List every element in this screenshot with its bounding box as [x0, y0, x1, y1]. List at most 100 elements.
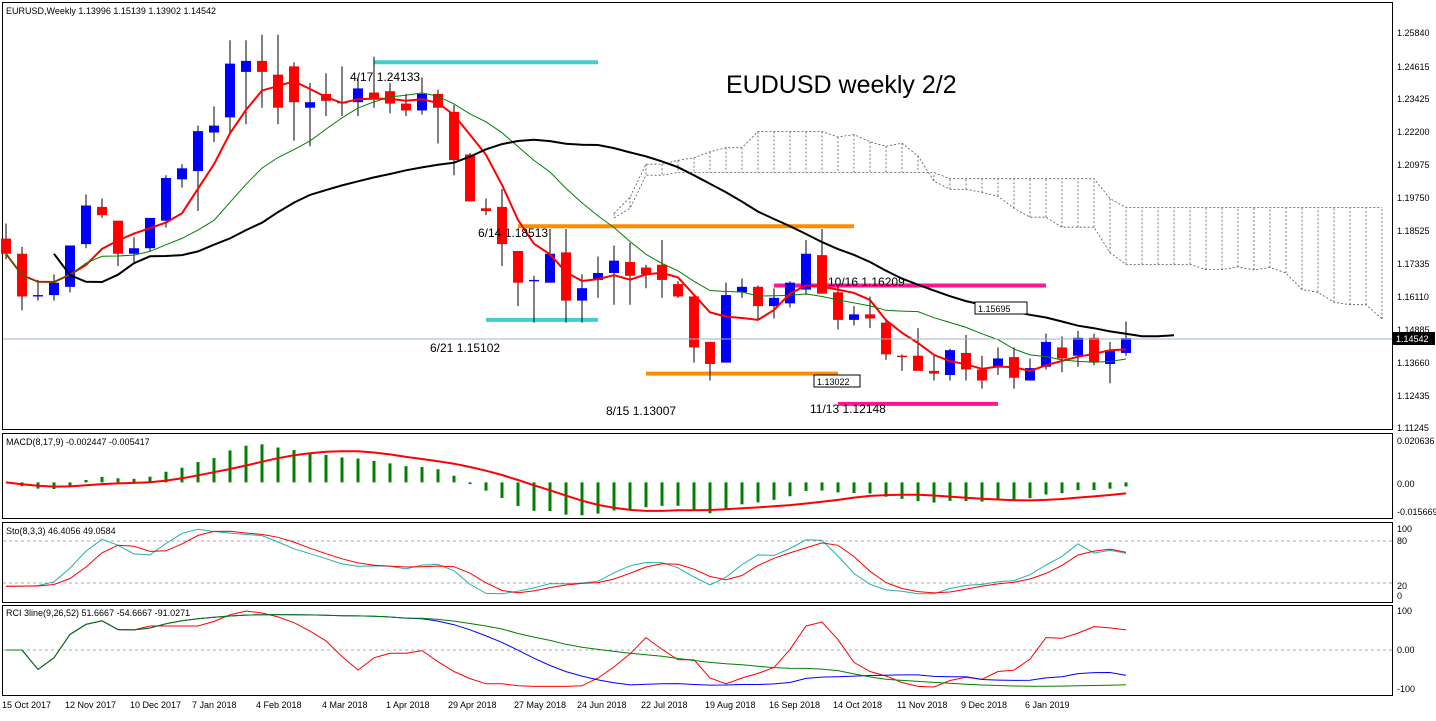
sto-main-line [5, 528, 1127, 595]
time-tick: 4 Feb 2018 [256, 700, 302, 710]
candle-body [81, 205, 91, 245]
candle-body [625, 262, 635, 276]
annotation-4-17: 4/17 1.24133 [350, 70, 420, 84]
stochastic-tick: 80 [1397, 536, 1407, 546]
price-tick: 1.13660 [1397, 358, 1430, 368]
price-box-1-label: 1.15695 [978, 304, 1011, 314]
candle-body [177, 168, 187, 180]
price-tick: 1.23425 [1397, 94, 1430, 104]
current-price-value: 1.14542 [1396, 334, 1429, 344]
candle-body [545, 253, 555, 283]
candle-body [1057, 347, 1067, 359]
time-tick: 16 Sep 2018 [769, 700, 820, 710]
candle-body [129, 248, 139, 254]
candle-body [241, 60, 251, 72]
macd-signal-line [5, 450, 1127, 512]
time-tick: 12 Nov 2017 [65, 700, 116, 710]
price-tick: 1.22200 [1397, 127, 1430, 137]
main-pane-frame [2, 2, 1393, 430]
price-tick: 1.17335 [1397, 259, 1430, 269]
symbol-info: EURUSD,Weekly 1.13996 1.15139 1.13902 1.… [6, 6, 216, 16]
current-price-tag [1393, 332, 1435, 345]
time-tick: 24 Jun 2018 [577, 700, 627, 710]
candle-body [593, 273, 603, 280]
annotation-8-15: 8/15 1.13007 [606, 404, 676, 418]
candle-body [897, 355, 907, 358]
candle-body [465, 154, 475, 202]
candle-body [65, 245, 75, 287]
candle-body [865, 314, 875, 319]
time-tick: 6 Jan 2019 [1025, 700, 1070, 710]
stochastic-tick: 100 [1397, 524, 1412, 534]
rci-pane-frame [2, 605, 1393, 696]
price-tick: 1.25840 [1397, 28, 1430, 38]
price-box-2 [813, 374, 861, 388]
candle-body [209, 125, 219, 133]
price-tick: 1.19750 [1397, 193, 1430, 203]
price-tick: 1.18525 [1397, 226, 1430, 236]
chart-title: EUDUSD weekly 2/2 [726, 71, 957, 99]
rci-short-line [6, 610, 1127, 688]
time-tick: 9 Dec 2018 [961, 700, 1007, 710]
price-tick: 1.24615 [1397, 62, 1430, 72]
candle-body [369, 92, 379, 100]
stochastic-label: Sto(8,3,3) 46.4056 49.0584 [6, 526, 116, 536]
candle-body [353, 88, 363, 103]
rci-label: RCI 3line(9,26,52) 51.6667 -54.6667 -91.… [6, 608, 190, 618]
macd-pane-frame [2, 433, 1393, 519]
rci-tick: -100 [1397, 684, 1415, 694]
candle-body [33, 295, 43, 297]
candle-body [417, 93, 427, 111]
candle-body [561, 252, 571, 301]
candle-body [401, 103, 411, 111]
candle-body [961, 352, 971, 370]
candle-body [513, 250, 523, 283]
candle-body [641, 267, 651, 275]
annotation-6-21: 6/21 1.15102 [430, 341, 500, 355]
time-tick: 19 Aug 2018 [705, 700, 756, 710]
candle-body [1025, 368, 1035, 381]
candle-body [769, 297, 779, 307]
price-tick: 1.16110 [1397, 292, 1429, 302]
time-tick: 10 Dec 2017 [130, 700, 181, 710]
rci-plot [3, 610, 1392, 688]
time-tick: 1 Apr 2018 [386, 700, 430, 710]
price-box-2-label: 1.13022 [817, 377, 850, 387]
candle-body [1089, 337, 1099, 363]
candle-body [49, 282, 59, 296]
stochastic-tick: 0 [1397, 591, 1402, 601]
candle-body [737, 286, 747, 293]
candle-body [1121, 338, 1131, 353]
candle-body [721, 295, 731, 363]
candle-body [289, 66, 299, 103]
cloud-span-b [613, 172, 1382, 219]
time-tick: 14 Oct 2018 [833, 700, 882, 710]
candle-body [881, 322, 891, 355]
annotation-11-13: 11/13 1.12148 [810, 402, 886, 416]
candle-body [833, 292, 843, 320]
candle-body [929, 370, 939, 374]
stochastic-pane-frame [2, 522, 1393, 603]
sto-signal-line [5, 530, 1127, 594]
rci-long-line [6, 614, 1127, 687]
time-tick: 29 Apr 2018 [448, 700, 497, 710]
candle-body [577, 288, 587, 301]
price-tick: 1.14885 [1397, 325, 1430, 335]
candle-body [529, 279, 539, 282]
candles [1, 34, 1131, 389]
time-axis: 15 Oct 2017 12 Nov 2017 10 Dec 2017 7 Ja… [2, 700, 1070, 710]
stochastic-plot [3, 528, 1392, 595]
price-box-1 [974, 301, 1028, 315]
price-axis: 1.25840 1.24615 1.23425 1.22200 1.20975 … [1393, 28, 1435, 433]
candle-body [849, 314, 859, 320]
candle-body [481, 208, 491, 212]
candle-body [193, 131, 203, 172]
candle-body [609, 260, 619, 274]
time-tick: 15 Oct 2017 [2, 700, 51, 710]
candle-body [689, 296, 699, 348]
candle-body [705, 341, 715, 364]
price-tick: 1.20975 [1397, 160, 1430, 170]
time-tick: 4 Mar 2018 [322, 700, 368, 710]
price-tick: 1.11245 [1397, 423, 1429, 433]
